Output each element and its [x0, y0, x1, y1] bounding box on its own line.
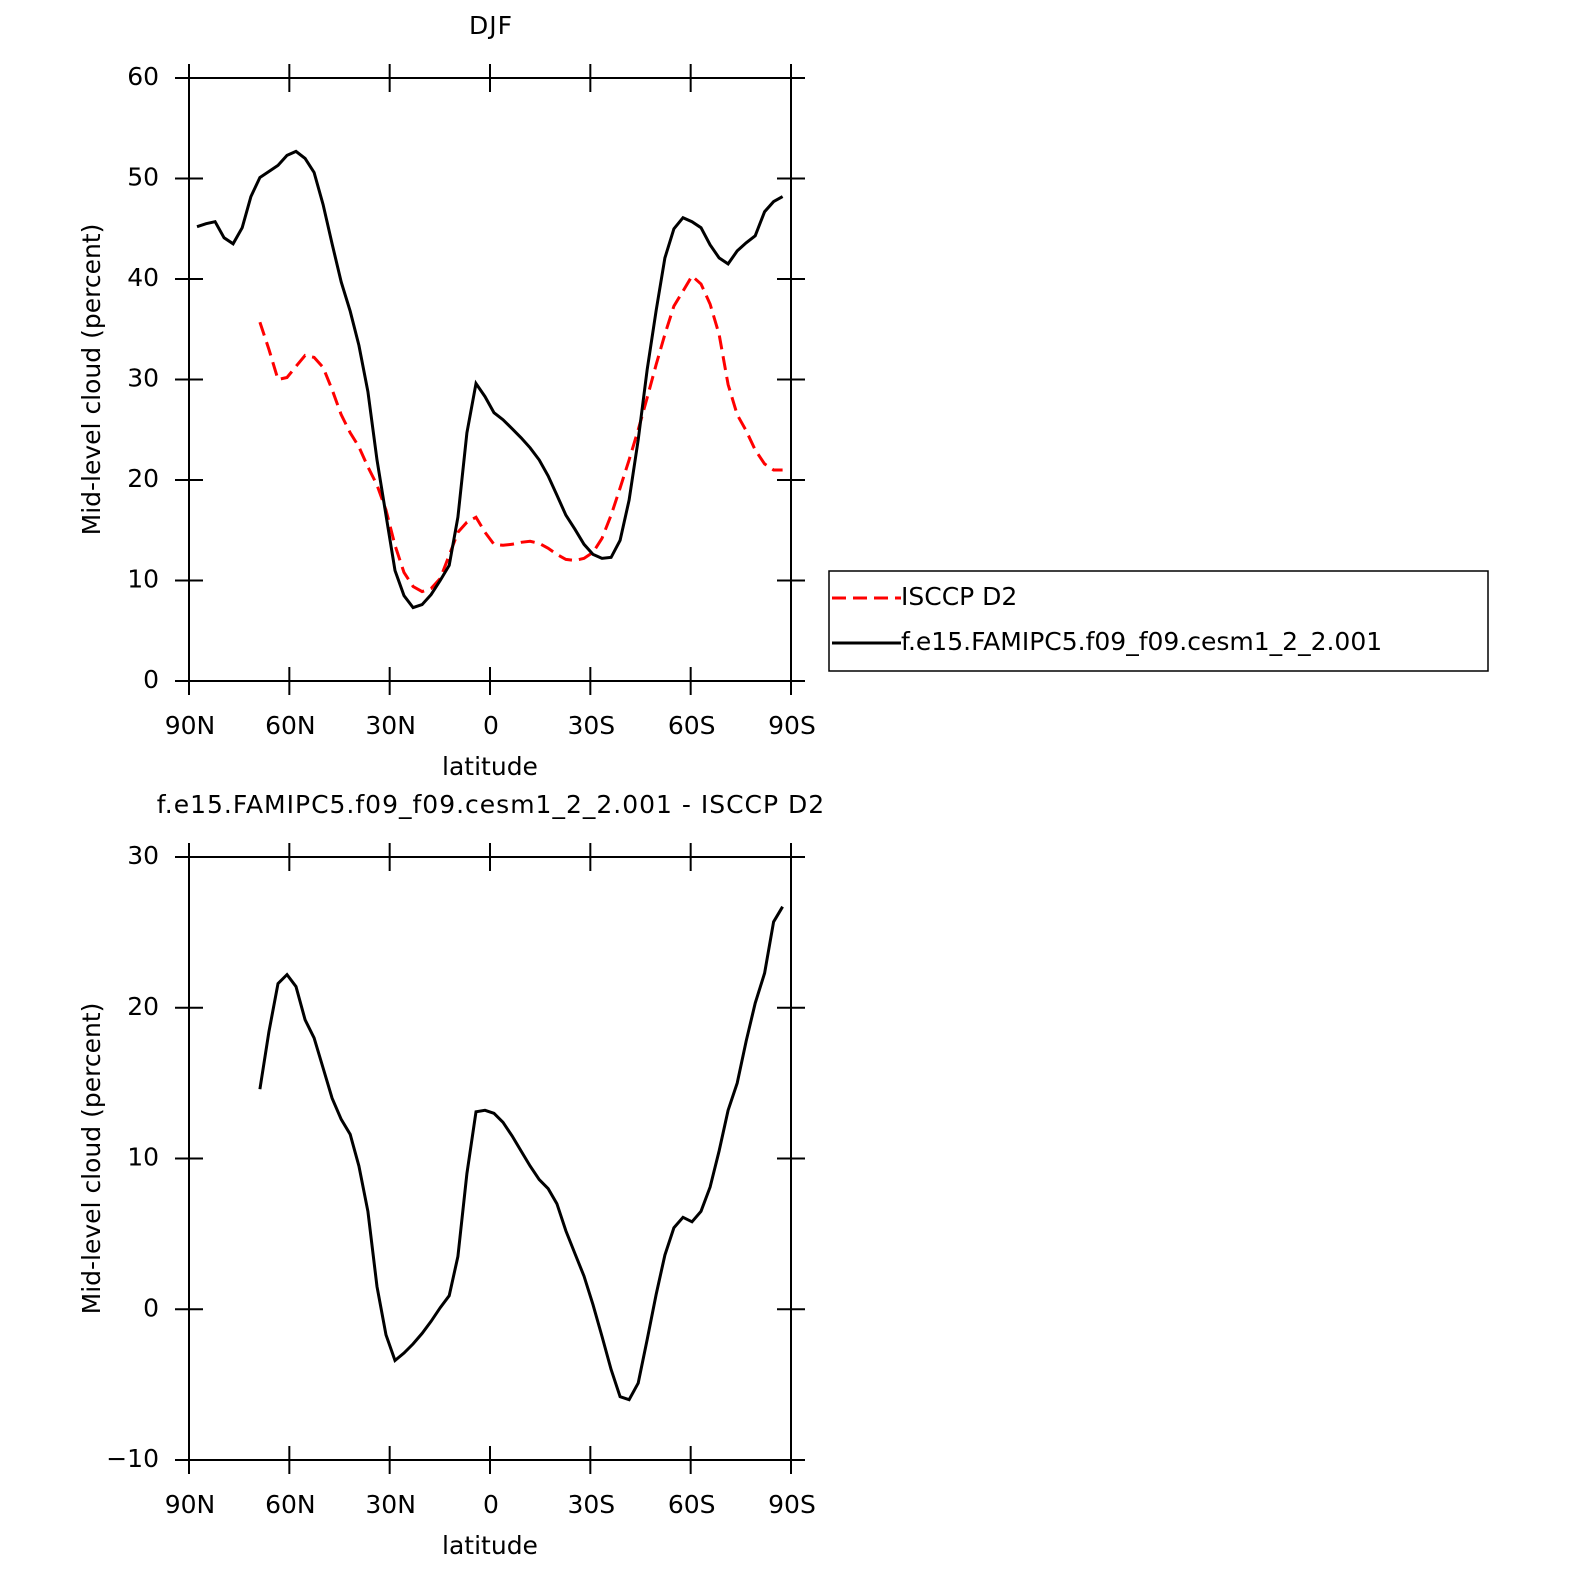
- x-tick-label: 90N: [165, 1490, 216, 1519]
- x-tick-label: 30N: [365, 1490, 416, 1519]
- data-line: [258, 273, 783, 594]
- y-tick-label: 40: [127, 263, 159, 292]
- x-tick-label: 60N: [265, 711, 316, 740]
- x-axis-label: latitude: [442, 752, 538, 781]
- y-tick-label: 20: [127, 992, 159, 1021]
- x-tick-label: 30S: [567, 1490, 615, 1519]
- x-tick-label: 0: [483, 1490, 499, 1519]
- y-tick-label: −10: [106, 1444, 159, 1473]
- y-axis-label: Mid-level cloud (percent): [77, 1003, 106, 1315]
- legend-label: ISCCP D2: [901, 582, 1017, 611]
- x-tick-label: 30S: [567, 711, 615, 740]
- y-tick-label: 0: [143, 665, 159, 694]
- x-tick-label: 60S: [668, 711, 716, 740]
- y-tick-label: 60: [127, 62, 159, 91]
- x-tick-label: 60S: [668, 1490, 716, 1519]
- plot-frame: [188, 77, 792, 682]
- y-tick-label: 30: [127, 364, 159, 393]
- y-tick-label: 50: [127, 163, 159, 192]
- data-line: [258, 905, 784, 1402]
- x-tick-label: 90N: [165, 711, 216, 740]
- plot-frame: [188, 856, 792, 1461]
- y-tick-label: 30: [127, 841, 159, 870]
- y-tick-label: 10: [127, 1143, 159, 1172]
- y-tick-label: 20: [127, 464, 159, 493]
- legend-box: [828, 570, 1489, 672]
- y-axis-label: Mid-level cloud (percent): [77, 224, 106, 536]
- legend-label: f.e15.FAMIPC5.f09_f09.cesm1_2_2.001: [901, 627, 1382, 656]
- chart-title: f.e15.FAMIPC5.f09_f09.cesm1_2_2.001 - IS…: [157, 790, 825, 819]
- y-tick-label: 0: [143, 1293, 159, 1322]
- y-tick-label: 10: [127, 565, 159, 594]
- x-tick-label: 90S: [768, 1490, 816, 1519]
- chart-title: DJF: [469, 11, 513, 40]
- x-axis-label: latitude: [442, 1531, 538, 1560]
- x-tick-label: 60N: [265, 1490, 316, 1519]
- x-tick-label: 90S: [768, 711, 816, 740]
- x-tick-label: 30N: [365, 711, 416, 740]
- data-line: [196, 149, 784, 610]
- x-tick-label: 0: [483, 711, 499, 740]
